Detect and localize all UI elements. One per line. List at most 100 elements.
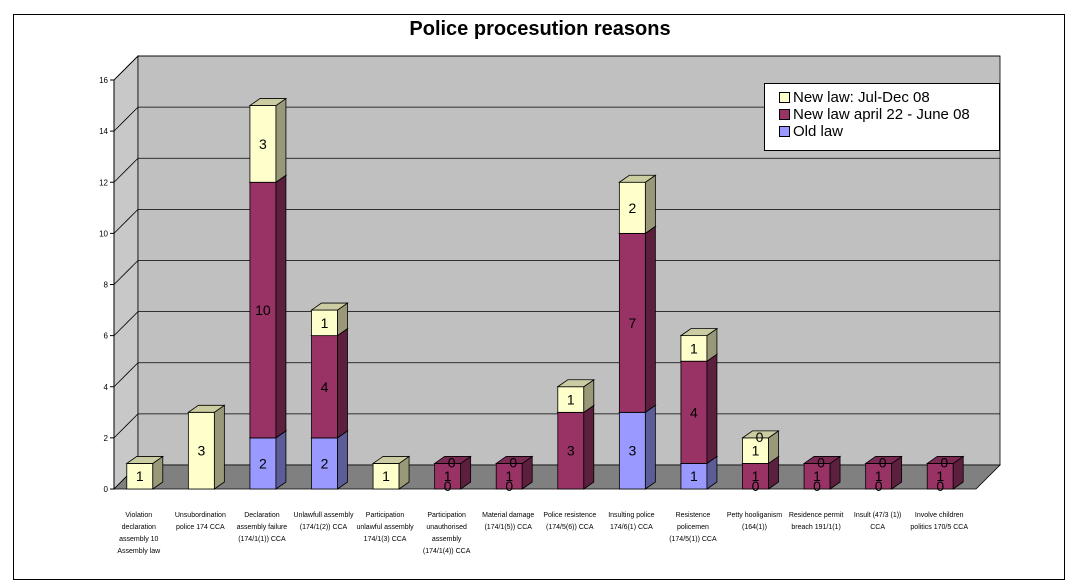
- x-tick-label: Participation unlawful assembly 174/1(3) C…: [356, 512, 414, 543]
- data-label: 1: [690, 340, 698, 356]
- legend-item-old-law: Old law: [779, 123, 999, 140]
- legend: New law: Jul-Dec 08 New law april 22 - J…: [764, 83, 1000, 151]
- legend-label: Old law: [793, 123, 844, 140]
- chart-title: Police procesution reasons: [409, 18, 671, 40]
- data-label: 1: [444, 468, 452, 484]
- x-tick-label: Participation unauthorised assembly (174/1(…: [423, 512, 471, 555]
- bar-stack: 1: [125, 455, 165, 490]
- x-tick-label: Unsubordination police 174 CCA: [175, 512, 226, 531]
- bar-segment-top: [864, 456, 903, 464]
- bar-segment: [926, 463, 954, 490]
- bar-segment-top: [125, 456, 165, 464]
- data-label: 1: [875, 468, 883, 484]
- bar-stack: 3 7 2: [618, 174, 657, 490]
- bar-segment: [742, 463, 769, 490]
- bar-segment-top: [741, 430, 780, 439]
- gridline: [113, 311, 139, 336]
- x-tick-label: Petty hooliganism (164(1)): [727, 512, 782, 531]
- bar-segment-side: [337, 430, 348, 490]
- bar-segment: [249, 181, 277, 439]
- bar-segment-side: [275, 97, 287, 184]
- data-label: 7: [628, 315, 636, 331]
- bar-stack: 3: [187, 404, 226, 490]
- bar-stack: 2 4 1: [310, 302, 349, 490]
- y-axis: 0 2 4 6 8 10 12 14 16: [99, 76, 115, 494]
- legend-item-jul-dec: New law: Jul-Dec 08: [779, 89, 999, 106]
- bar-stack: 1 4 1: [679, 327, 719, 490]
- bar-segment-top: [310, 302, 349, 311]
- gridline: [113, 157, 139, 183]
- y-tick-label: 10: [99, 229, 108, 238]
- y-tick-label: 16: [99, 76, 108, 85]
- data-label: 1: [567, 392, 575, 408]
- bar-segment-side: [337, 327, 348, 439]
- x-tick-label: Police resistence (174/5(6)) CCA: [543, 512, 596, 531]
- gridline: [113, 55, 139, 81]
- bar-segment-side: [275, 430, 287, 490]
- bar-segment: [434, 463, 462, 490]
- data-label: 1: [936, 468, 944, 484]
- gridline: [113, 106, 139, 132]
- bar-segment-top: [679, 328, 719, 337]
- bar-segment: [680, 335, 708, 362]
- data-label: 10: [255, 302, 271, 318]
- bar-stack: 10 0: [802, 454, 842, 494]
- data-label: 3: [567, 443, 575, 459]
- bar-segment-side: [213, 404, 225, 490]
- data-label: 2: [259, 455, 267, 471]
- data-label: 1: [136, 468, 144, 484]
- y-tick-label: 8: [104, 281, 109, 290]
- y-tick-label: 14: [99, 127, 108, 136]
- gridline: [113, 260, 139, 285]
- bar-stack: 1: [371, 455, 411, 490]
- bar-segment-side: [583, 404, 595, 490]
- data-label: 0: [509, 454, 517, 470]
- bar-segment: [618, 411, 646, 490]
- bar-segment-top: [925, 456, 965, 464]
- bar-segment-side: [706, 353, 718, 465]
- bar-segment-top: [248, 98, 288, 106]
- data-label: 0: [505, 478, 513, 494]
- bar-stack: 10 0: [433, 454, 472, 494]
- bar-stack: 2 10 3: [248, 97, 288, 490]
- gridline: [113, 413, 139, 439]
- y-tick-label: 4: [104, 383, 109, 392]
- data-label: 0: [752, 478, 760, 494]
- x-tick-label: Unlawfull assembly (174/1(2)) CCA: [294, 512, 354, 531]
- bar-stack: 10 0: [494, 454, 534, 494]
- data-label: 0: [817, 454, 825, 470]
- data-label: 3: [628, 443, 636, 459]
- bar-segment: [618, 232, 646, 413]
- data-label: 2: [628, 200, 636, 216]
- data-label: 2: [321, 455, 329, 471]
- bar-segment-top: [618, 174, 657, 183]
- y-tick-label: 0: [104, 485, 109, 494]
- gridline: [113, 362, 139, 388]
- bar-segment-top: [371, 456, 411, 464]
- data-label: 3: [259, 136, 267, 152]
- data-label: 0: [448, 454, 456, 470]
- data-label: 0: [756, 429, 764, 445]
- bar-segment-side: [644, 225, 656, 414]
- bar-segment: [557, 386, 585, 413]
- x-tick-label: Residence permit breach 191/1(1): [789, 512, 844, 531]
- data-label: 1: [690, 468, 698, 484]
- bar-segment-side: [644, 404, 656, 490]
- bar-segment-side: [644, 174, 656, 235]
- x-tick-label: Material damage (174/1(5)) CCA: [482, 512, 534, 531]
- bar-segment-top: [802, 456, 842, 464]
- bar-segment: [126, 463, 154, 490]
- x-tick-label: Violation declaration assembly 10 Assembly …: [117, 512, 161, 555]
- x-tick-label: Insult (47/3 (1)) CCA: [854, 512, 901, 531]
- gridline: [113, 209, 139, 234]
- data-label: 1: [505, 468, 513, 484]
- bar-segment-side: [275, 174, 287, 439]
- bar-segment-top: [433, 456, 472, 464]
- y-tick-label: 2: [104, 434, 109, 443]
- bar-stack: 10 0: [864, 454, 903, 494]
- data-label: 0: [936, 478, 944, 494]
- data-label: 0: [875, 478, 883, 494]
- bar-segment: [249, 105, 277, 183]
